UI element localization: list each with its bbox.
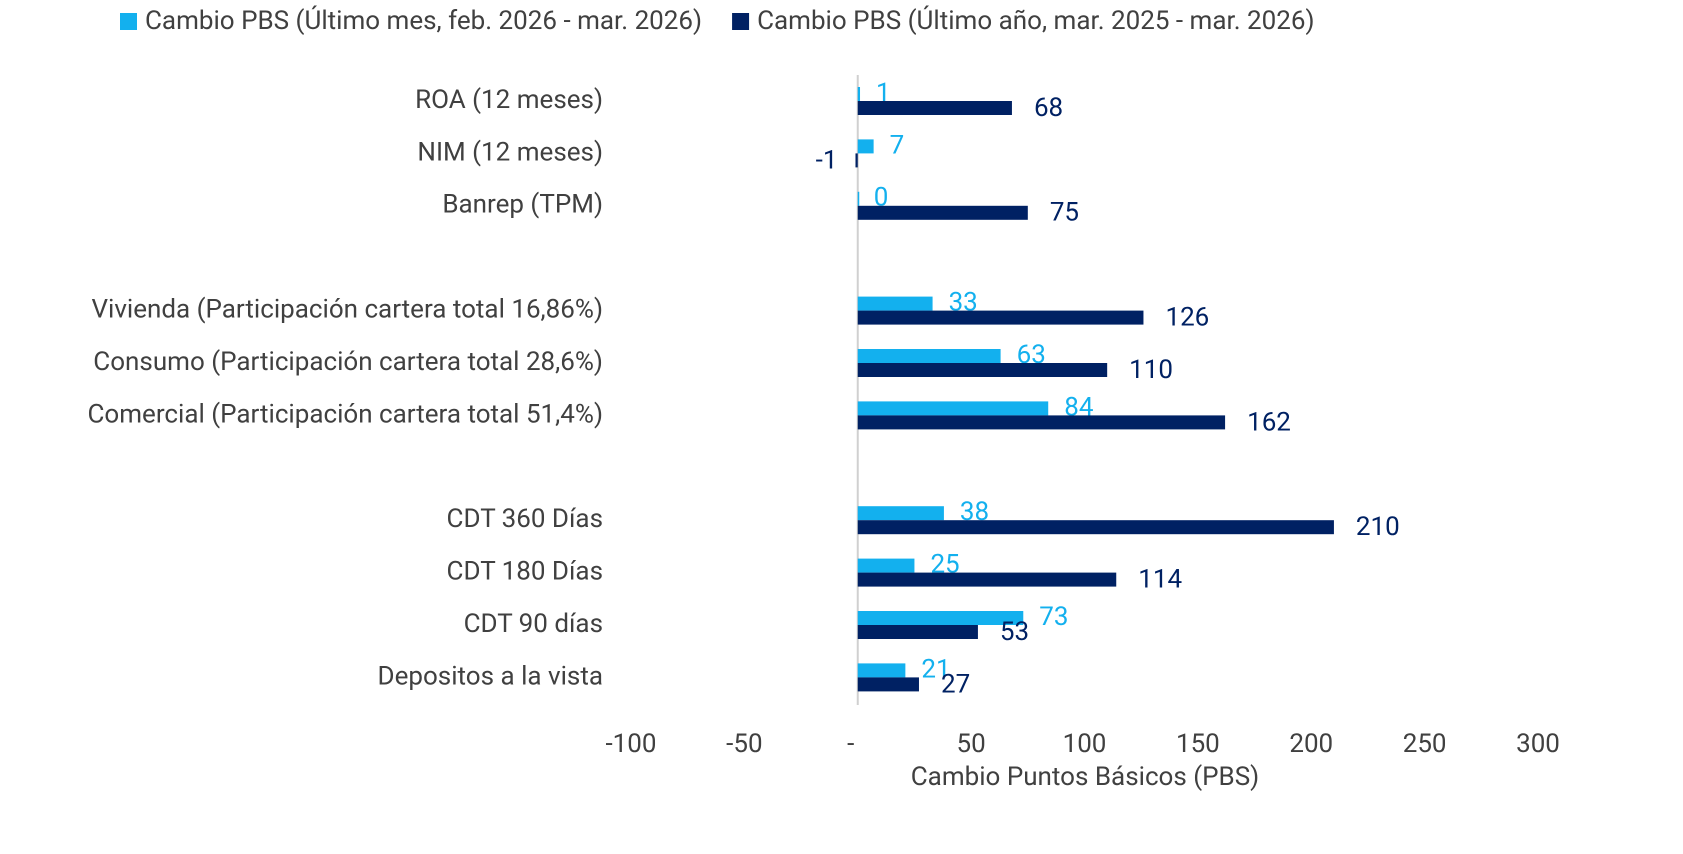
legend-swatch xyxy=(732,13,750,30)
bar xyxy=(857,677,919,692)
category-label: CDT 360 Días xyxy=(447,504,603,534)
bar xyxy=(857,558,915,573)
bar xyxy=(857,611,1024,625)
value-label: 68 xyxy=(1034,93,1063,123)
value-label: 0 xyxy=(874,183,889,213)
bar xyxy=(857,506,944,521)
bar xyxy=(857,663,906,678)
category-label: Comercial (Participación cartera total 5… xyxy=(87,399,603,429)
value-label: 162 xyxy=(1247,407,1291,437)
x-tick-label: 300 xyxy=(1516,729,1560,759)
category-label: ROA (12 meses) xyxy=(415,85,603,115)
value-label: 53 xyxy=(1000,617,1029,647)
x-tick-label: 100 xyxy=(1063,729,1107,759)
value-label: 21 xyxy=(921,654,950,684)
value-label: 75 xyxy=(1050,198,1079,228)
value-label: 210 xyxy=(1356,512,1400,542)
value-label: -1 xyxy=(816,145,838,175)
x-tick-label: -50 xyxy=(726,729,762,759)
bar xyxy=(857,572,1117,587)
bar xyxy=(857,101,1012,115)
legend-swatch xyxy=(120,13,137,30)
bar xyxy=(857,520,1334,535)
category-label: Consumo (Participación cartera total 28,… xyxy=(93,347,603,377)
bar xyxy=(857,310,1144,325)
bar xyxy=(857,349,1001,363)
value-label: 110 xyxy=(1129,355,1173,385)
bar xyxy=(855,153,858,168)
x-axis-label: Cambio Puntos Básicos (PBS) xyxy=(911,762,1260,792)
x-tick-label: - xyxy=(847,729,854,759)
x-tick-label: 250 xyxy=(1403,729,1447,759)
value-label: 114 xyxy=(1138,564,1182,594)
bar xyxy=(857,625,978,639)
bar xyxy=(857,87,861,101)
value-label: 7 xyxy=(890,130,905,160)
bar xyxy=(857,205,1028,220)
value-label: 1 xyxy=(876,78,891,108)
x-tick-label: -100 xyxy=(605,729,656,759)
value-label: 73 xyxy=(1039,602,1068,632)
category-label: Banrep (TPM) xyxy=(442,190,603,220)
category-label: Vivienda (Participación cartera total 16… xyxy=(91,294,603,324)
bar xyxy=(857,363,1108,377)
x-tick-label: 200 xyxy=(1289,729,1333,759)
value-label: 126 xyxy=(1165,302,1209,332)
bar xyxy=(857,296,933,311)
legend-label: Cambio PBS (Último año, mar. 2025 - mar.… xyxy=(757,5,1314,36)
value-label: 27 xyxy=(941,669,970,699)
legend-label: Cambio PBS (Último mes, feb. 2026 - mar.… xyxy=(145,5,702,36)
category-label: Depositos a la vista xyxy=(378,661,603,691)
bar xyxy=(857,401,1049,416)
bar xyxy=(857,139,874,154)
category-label: NIM (12 meses) xyxy=(417,137,603,167)
bar xyxy=(857,191,860,206)
x-tick-label: 150 xyxy=(1176,729,1220,759)
x-tick-label: 50 xyxy=(957,729,986,759)
bar xyxy=(857,415,1226,430)
category-label: CDT 90 días xyxy=(464,609,603,639)
category-label: CDT 180 Días xyxy=(447,556,603,586)
